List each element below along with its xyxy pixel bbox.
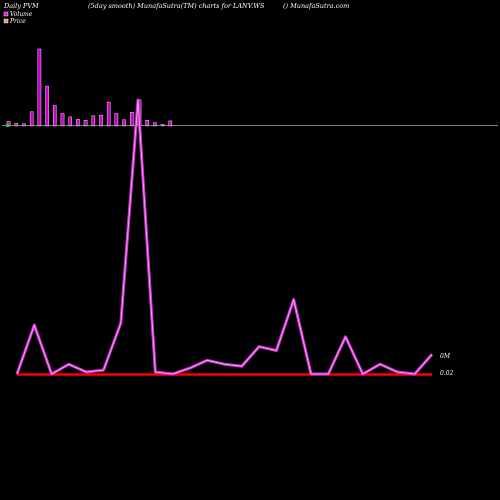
volume-bars (6, 48, 173, 127)
volume-bar (37, 48, 42, 127)
volume-bar (122, 119, 126, 127)
volume-bar (60, 113, 65, 127)
chart-header-site: () MunafaSutra.com (283, 2, 349, 10)
volume-bar (76, 118, 80, 127)
volume-bar (145, 120, 150, 127)
volume-bar (53, 105, 57, 127)
volume-bar (153, 122, 157, 127)
volume-bar (45, 85, 49, 127)
volume-bar (68, 116, 72, 127)
volume-axis-label: 0M (440, 353, 451, 360)
legend-price-label: Price (9, 18, 26, 25)
pvm-line-highlight (16, 99, 433, 375)
chart-header-left: Daily PVM (3, 2, 39, 10)
volume-bar (129, 112, 134, 127)
legend-volume-swatch (3, 11, 9, 17)
legend-price-swatch (3, 18, 9, 24)
volume-bar (91, 115, 96, 127)
pvm-line (15, 98, 434, 376)
volume-baseline-marker (6, 124, 9, 127)
volume-bar (168, 120, 173, 127)
volume-bar (29, 111, 34, 127)
volume-bar (14, 122, 19, 127)
volume-bar (22, 123, 26, 127)
volume-bar (99, 114, 103, 127)
chart-header-title: (5day smooth) MunafaSutra(TM) charts for… (88, 2, 265, 10)
legend-volume-label: Volume (10, 11, 33, 18)
volume-bar (106, 101, 111, 127)
volume-bar (114, 113, 119, 127)
price-axis-label: 0.02 (440, 370, 454, 377)
volume-bar (83, 120, 88, 127)
